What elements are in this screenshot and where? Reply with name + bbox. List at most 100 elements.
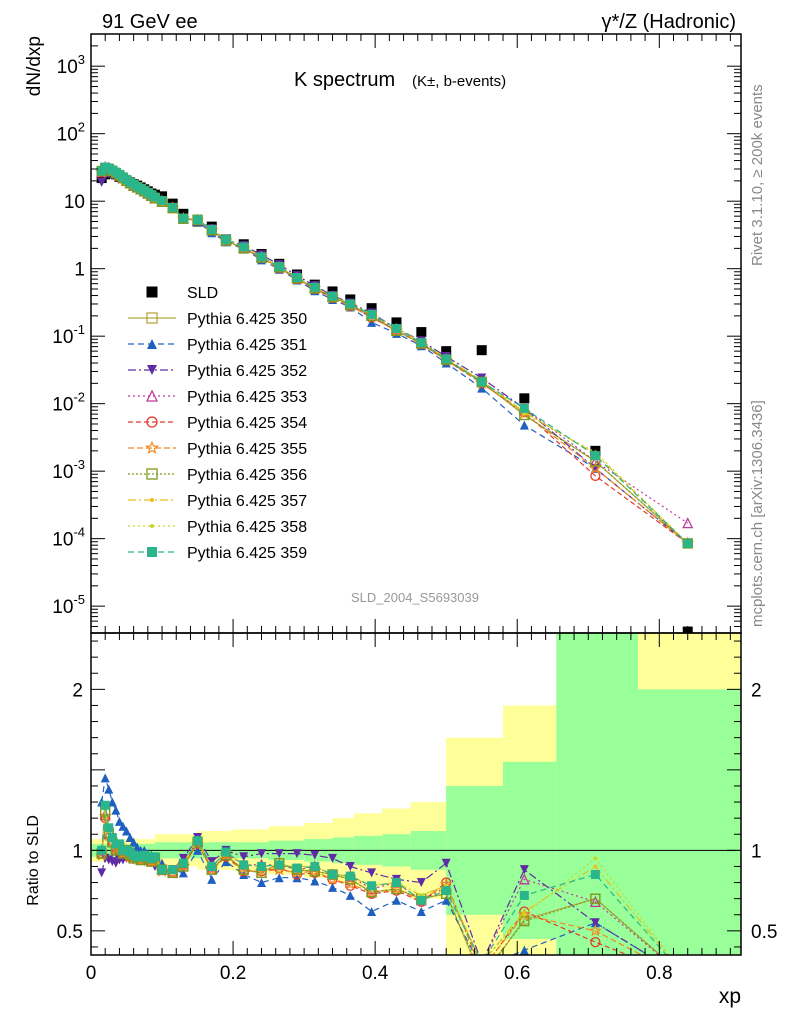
data-point bbox=[345, 299, 355, 309]
data-point bbox=[590, 451, 600, 461]
data-point bbox=[477, 377, 487, 387]
ratio-point bbox=[292, 863, 302, 873]
legend-label: Pythia 6.425 352 bbox=[187, 363, 307, 380]
ratio-point bbox=[367, 907, 377, 917]
legend: SLD Pythia 6.425 350 Pythia 6.425 351 Pythi… bbox=[128, 285, 307, 562]
ratio-point bbox=[519, 890, 529, 900]
ratio-point bbox=[97, 868, 107, 878]
ratio-point bbox=[477, 971, 486, 980]
ratio-point bbox=[343, 877, 357, 890]
ratio-point bbox=[345, 861, 355, 871]
xtick-label: 0.6 bbox=[504, 963, 530, 984]
tick-exponent: -5 bbox=[73, 592, 85, 607]
chart-title-main: K spectrum bbox=[294, 69, 395, 91]
ratio-point bbox=[367, 868, 377, 878]
data-point bbox=[310, 282, 320, 292]
tick-exponent: 3 bbox=[78, 52, 85, 67]
ratio-point bbox=[522, 912, 527, 917]
ratio-point bbox=[125, 832, 135, 842]
data-point bbox=[590, 470, 601, 482]
band-inner bbox=[556, 633, 638, 955]
series-line bbox=[101, 167, 689, 544]
legend-entry: Pythia 6.425 356 bbox=[128, 467, 307, 484]
legend-marker bbox=[146, 468, 158, 480]
analysis-watermark: SLD_2004_S5693039 bbox=[351, 590, 479, 605]
header-right: γ*/Z (Hadronic) bbox=[602, 11, 736, 33]
ratio-point bbox=[519, 945, 529, 955]
data-point bbox=[274, 262, 284, 272]
data-point bbox=[519, 420, 529, 430]
ratio-point bbox=[274, 849, 284, 859]
ratio-point bbox=[118, 821, 128, 831]
data-point bbox=[328, 291, 338, 301]
ratio-point bbox=[480, 961, 484, 965]
ratio-point bbox=[98, 809, 112, 823]
ratio-point bbox=[441, 895, 451, 905]
ratio-point bbox=[590, 870, 600, 879]
ratio-ytick-label: 1 bbox=[72, 841, 83, 862]
ratio-point bbox=[157, 865, 167, 875]
ratio-point bbox=[683, 974, 693, 983]
legend-entry: Pythia 6.425 359 bbox=[128, 545, 307, 562]
legend-marker bbox=[146, 312, 158, 324]
ratio-point bbox=[683, 975, 692, 984]
legend-label: Pythia 6.425 357 bbox=[187, 493, 307, 510]
ratio-point bbox=[683, 975, 692, 984]
ratio-point bbox=[480, 961, 484, 965]
tick-exponent: 2 bbox=[78, 120, 85, 135]
main-ytick-label: 10 bbox=[64, 192, 85, 213]
series-line bbox=[101, 166, 689, 544]
ratio-point bbox=[590, 936, 601, 948]
ratio-point bbox=[100, 800, 110, 810]
legend-label: Pythia 6.425 353 bbox=[187, 389, 307, 406]
ratio-point bbox=[237, 864, 251, 877]
data-point bbox=[682, 517, 694, 529]
series-line bbox=[101, 173, 689, 544]
ratio-point bbox=[519, 865, 529, 875]
data-point bbox=[588, 461, 602, 474]
data-point bbox=[367, 309, 377, 319]
legend-marker bbox=[150, 498, 154, 502]
ratio-point bbox=[274, 860, 284, 870]
ratio-xlabel: xp bbox=[719, 985, 741, 1008]
ratio-point bbox=[593, 856, 598, 861]
data-point bbox=[441, 354, 451, 364]
ratio-point bbox=[589, 895, 601, 908]
data-point bbox=[97, 177, 107, 187]
ratio-ytick-label-right: 1 bbox=[751, 841, 762, 862]
data-point bbox=[207, 225, 217, 235]
main-ylabel: dN/dxp bbox=[24, 36, 45, 96]
main-ytick-label: 10-5 bbox=[52, 592, 85, 618]
ratio-point bbox=[310, 850, 320, 860]
main-ytick-label: 102 bbox=[57, 120, 85, 146]
mcplots-label: mcplots.cern.ch [arXiv:1306.3436] bbox=[749, 400, 766, 627]
ratio-point bbox=[588, 924, 602, 937]
ratio-point bbox=[593, 864, 598, 869]
series-mc-3 bbox=[97, 169, 693, 548]
ratio-point bbox=[129, 837, 139, 847]
ratio-point bbox=[193, 845, 203, 855]
main-ytick-label: 10-1 bbox=[52, 322, 85, 348]
data-point bbox=[239, 242, 249, 252]
main-frame bbox=[90, 33, 742, 634]
legend-label: Pythia 6.425 355 bbox=[187, 441, 307, 458]
ratio-point bbox=[221, 847, 231, 857]
xtick-label: 0.2 bbox=[220, 963, 246, 984]
legend-entry: SLD bbox=[146, 285, 218, 302]
rivet-label: Rivet 3.1.10, ≥ 200k events bbox=[749, 84, 766, 266]
ratio-point bbox=[391, 895, 401, 905]
data-point bbox=[391, 323, 401, 333]
ratio-point bbox=[389, 882, 403, 895]
series-line bbox=[101, 164, 689, 544]
data-point bbox=[292, 273, 302, 283]
ratio-point bbox=[256, 861, 266, 871]
main-ytick-label: 103 bbox=[57, 52, 85, 78]
data-point bbox=[221, 235, 231, 245]
ratio-point bbox=[416, 878, 426, 888]
ratio-point bbox=[477, 975, 486, 984]
legend-label: Pythia 6.425 358 bbox=[187, 519, 307, 536]
ratio-point bbox=[683, 975, 692, 984]
legend-marker bbox=[147, 547, 157, 557]
ratio-point bbox=[590, 893, 601, 904]
